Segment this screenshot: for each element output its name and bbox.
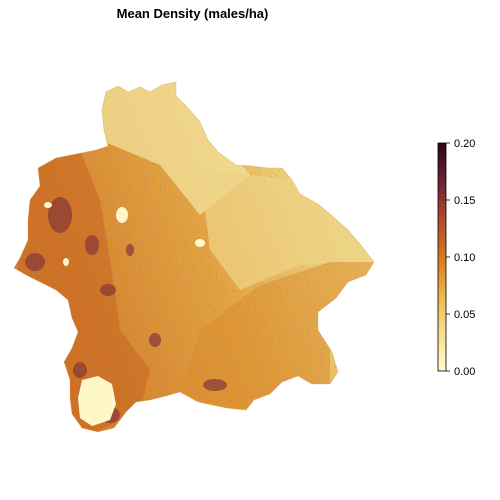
map-title: Mean Density (males/ha) xyxy=(116,6,269,21)
color-legend: 0.00 0.05 0.10 0.15 0.20 xyxy=(437,138,475,378)
northeast-area xyxy=(200,170,374,290)
legend-tick-label: 0.15 xyxy=(454,195,475,207)
legend-colorbar xyxy=(437,142,447,372)
west-high-density-area xyxy=(14,150,150,432)
legend-tick-label: 0.00 xyxy=(454,366,475,378)
low-density-spots xyxy=(44,202,205,426)
legend-tick-label: 0.20 xyxy=(454,138,475,150)
density-surface xyxy=(14,82,374,432)
legend-tick-label: 0.05 xyxy=(454,309,475,321)
legend-tick-label: 0.10 xyxy=(454,252,475,264)
southeast-area xyxy=(180,262,374,410)
hotspot-patches xyxy=(25,197,227,423)
